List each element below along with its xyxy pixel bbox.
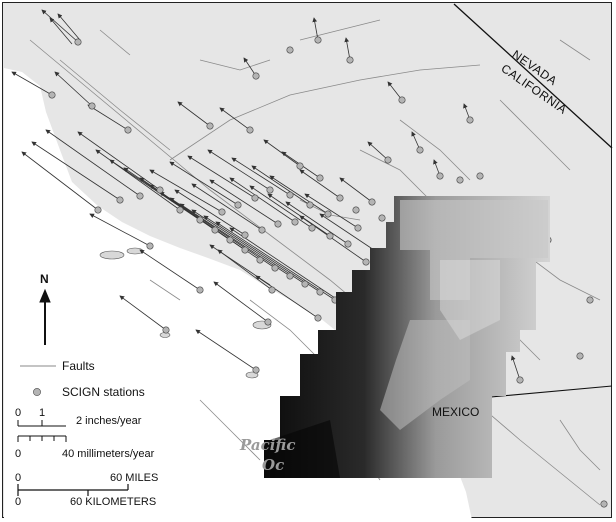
velocity-scale-inches-one: 1	[39, 407, 46, 419]
gps-velocity-vectors	[11, 9, 549, 381]
north-label: N	[40, 272, 49, 286]
channel-islands	[99, 247, 272, 379]
north-arrow-icon	[39, 288, 51, 345]
distance-scale-miles-zero: 0	[15, 472, 22, 484]
raster-overlay	[264, 196, 550, 478]
state-border	[453, 3, 613, 149]
distance-scale-bar	[17, 484, 129, 496]
distance-scale-miles-label: 60 MILES	[110, 472, 159, 484]
mexico-label: MEXICO	[432, 405, 480, 419]
velocity-scale-inches-zero: 0	[15, 407, 22, 419]
pacific-ocean-label: Pacific	[240, 436, 296, 454]
faults-legend-label: Faults	[62, 359, 95, 373]
velocity-scale-bar	[17, 420, 67, 442]
velocity-scale-mm-zero: 0	[15, 448, 22, 460]
stations-legend-label: SCIGN stations	[62, 385, 145, 399]
station-legend-symbol	[33, 388, 41, 396]
velocity-scale-inches-label: 2 inches/year	[76, 415, 142, 427]
distance-scale-km-zero: 0	[15, 496, 22, 508]
ocean-label: Oc	[262, 456, 285, 474]
velocity-scale-mm-label: 40 millimeters/year	[62, 448, 155, 460]
distance-scale-km-label: 60 KILOMETERS	[70, 496, 157, 508]
